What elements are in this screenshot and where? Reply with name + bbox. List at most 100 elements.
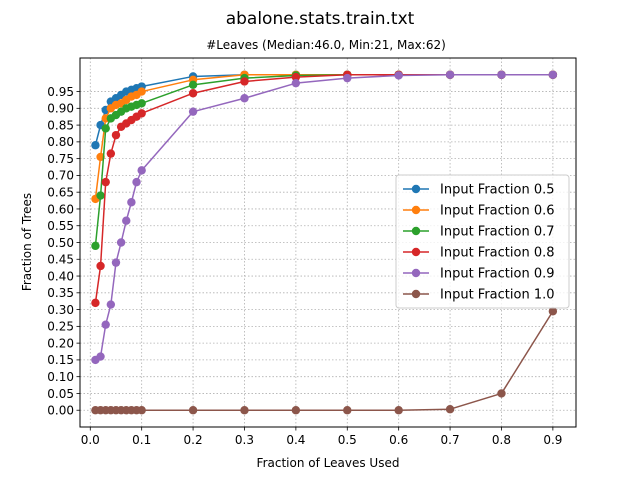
legend-box: [395, 174, 570, 309]
legend-marker: [411, 268, 421, 278]
x-tick-label: 0.0: [81, 433, 100, 447]
data-point: [127, 198, 136, 207]
chart-title: abalone.stats.train.txt: [226, 9, 415, 29]
legend-item: Input Fraction 1.0: [403, 288, 555, 303]
series-5: [91, 70, 558, 365]
y-tick-label: 0.95: [47, 85, 74, 99]
y-tick-label: 0.45: [47, 253, 74, 267]
y-tick-label: 0.70: [47, 169, 74, 183]
legend-item: Input Fraction 0.9: [403, 267, 555, 282]
legend-marker: [411, 205, 421, 215]
data-point: [106, 149, 116, 158]
data-point: [291, 406, 301, 415]
x-tick-label: 0.1: [132, 433, 151, 447]
data-point: [291, 72, 301, 82]
legend-label: Input Fraction 0.9: [440, 267, 555, 282]
data-point: [394, 71, 403, 80]
ticks: 0.0 0.1 0.2 0.3 0.4 0.5 0.6 0.7 0.8 0.9 0.00 0.05 0.…: [47, 85, 562, 447]
legend-marker: [411, 247, 421, 257]
y-tick-label: 0.40: [47, 269, 74, 283]
legend: Input Fraction 0.5 Input Fraction 0.6 Inpu…: [395, 174, 570, 309]
legend-item: Input Fraction 0.8: [403, 246, 555, 261]
data-point: [445, 70, 455, 79]
legend-label: Input Fraction 0.8: [440, 246, 555, 261]
data-point: [291, 78, 301, 88]
x-tick-label: 0.9: [543, 433, 562, 447]
y-tick-label: 0.90: [47, 102, 74, 116]
data-point: [548, 70, 558, 79]
y-tick-label: 0.35: [47, 286, 74, 300]
data-point: [497, 70, 506, 79]
data-point: [91, 241, 100, 251]
legend-item: Input Fraction 0.6: [403, 204, 555, 219]
data-point: [137, 406, 146, 415]
series-group: [91, 70, 558, 415]
legend-label: Input Fraction 0.7: [440, 225, 555, 240]
y-tick-label: 0.15: [47, 353, 74, 367]
x-tick-label: 0.7: [441, 433, 460, 447]
legend-label: Input Fraction 1.0: [440, 288, 555, 303]
x-tick-label: 0.4: [286, 433, 305, 447]
series-6: [91, 307, 558, 415]
y-tick-label: 0.65: [47, 185, 74, 199]
data-point: [188, 107, 198, 116]
data-point: [394, 406, 403, 415]
data-point: [188, 89, 198, 98]
legend-item: Input Fraction 0.7: [403, 225, 555, 240]
data-point: [132, 177, 141, 187]
chart-subtitle: #Leaves (Median:46.0, Min:21, Max:62): [206, 38, 446, 52]
data-point: [137, 99, 146, 108]
legend-label: Input Fraction 0.6: [440, 204, 555, 219]
x-axis-title: Fraction of Leaves Used: [257, 456, 400, 470]
data-point: [96, 261, 105, 271]
data-point: [111, 130, 121, 140]
data-point: [101, 124, 110, 133]
y-tick-label: 0.10: [47, 370, 74, 384]
data-point: [96, 191, 105, 200]
y-tick-label: 0.25: [47, 320, 74, 334]
data-point: [116, 238, 126, 247]
data-point: [445, 405, 455, 414]
data-point: [240, 77, 249, 86]
y-tick-label: 0.75: [47, 152, 74, 166]
legend-item: Input Fraction 0.5: [403, 183, 555, 198]
data-point: [122, 216, 131, 225]
data-point: [188, 80, 198, 90]
legend-marker: [411, 226, 421, 236]
y-tick-label: 0.00: [47, 404, 74, 418]
data-point: [137, 109, 146, 118]
data-point: [497, 389, 506, 398]
legend-marker: [411, 184, 421, 194]
x-tick-label: 0.5: [338, 433, 357, 447]
y-axis-title: Fraction of Trees: [20, 193, 34, 291]
x-tick-label: 0.6: [389, 433, 408, 447]
y-tick-label: 0.80: [47, 135, 74, 149]
legend-marker: [411, 289, 421, 299]
x-tick-label: 0.8: [492, 433, 511, 447]
legend-label: Input Fraction 0.5: [440, 183, 555, 198]
y-tick-label: 0.55: [47, 219, 74, 233]
x-tick-label: 0.3: [235, 433, 254, 447]
y-tick-label: 0.85: [47, 118, 74, 132]
y-tick-label: 0.05: [47, 387, 74, 401]
data-point: [343, 73, 352, 83]
y-tick-label: 0.60: [47, 202, 74, 216]
data-point: [96, 352, 105, 361]
data-point: [91, 298, 100, 308]
data-point: [548, 307, 558, 316]
data-point: [91, 141, 100, 150]
data-point: [188, 406, 198, 415]
data-point: [106, 300, 116, 309]
y-tick-label: 0.30: [47, 303, 74, 317]
data-point: [343, 406, 352, 415]
data-point: [101, 177, 110, 187]
data-point: [101, 320, 110, 329]
data-point: [137, 87, 146, 96]
x-tick-label: 0.2: [184, 433, 203, 447]
data-point: [240, 94, 249, 103]
data-point: [137, 166, 146, 175]
data-point: [240, 406, 249, 415]
y-tick-label: 0.50: [47, 236, 74, 250]
data-point: [111, 258, 121, 267]
